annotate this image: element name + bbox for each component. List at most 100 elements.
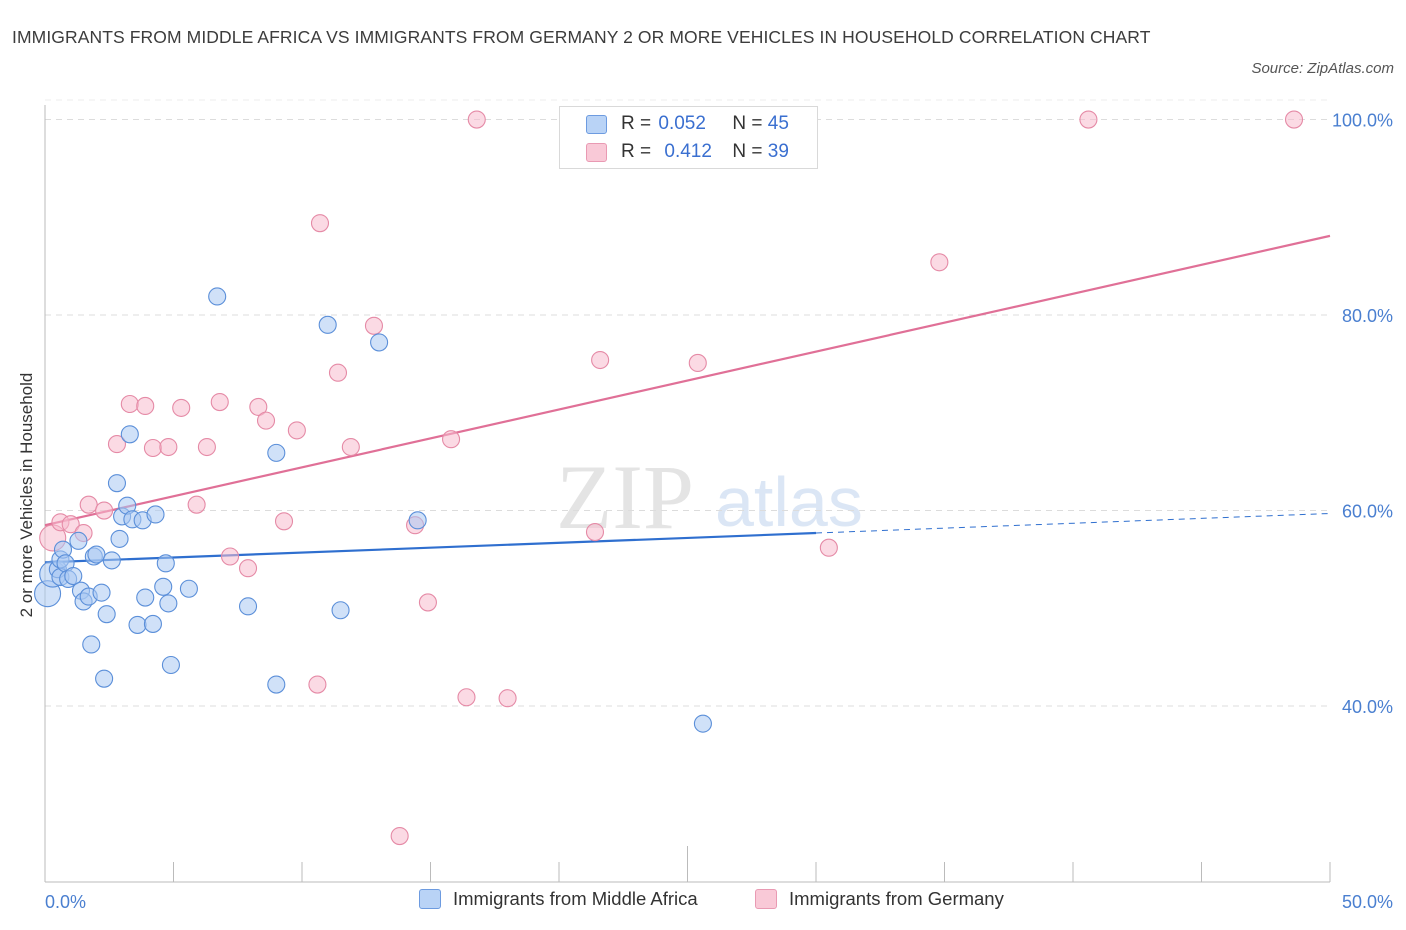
trend-line-middle-africa-extrapolated [815, 512, 1331, 534]
gridlines [45, 99, 1330, 707]
trend-lines [44, 234, 1331, 564]
germany-point-29 [442, 430, 461, 449]
germany-point-38 [1079, 110, 1098, 129]
legend-r-label: R = [621, 113, 652, 134]
middle-africa-point-9 [69, 531, 88, 550]
series-swatch-blue [419, 889, 441, 909]
middle-africa-point-43 [408, 511, 427, 530]
germany-point-9 [143, 438, 162, 458]
middle-africa-point-44 [693, 714, 712, 733]
germany-point-22 [310, 214, 330, 233]
germany-point-4 [79, 495, 98, 514]
germany-point-2 [61, 515, 80, 534]
legend-swatch-blue [586, 114, 607, 134]
germany-point-16 [238, 559, 258, 578]
germany-point-10 [159, 437, 178, 457]
correlation-legend: R = 0.052 N = 45 R = 0.412 N = 39 [559, 106, 818, 169]
series-swatch-pink [755, 889, 777, 909]
germany-point-37 [930, 253, 949, 272]
germany-point-34 [591, 350, 610, 370]
middle-africa-point-35 [179, 579, 198, 598]
middle-africa-point-40 [318, 315, 337, 334]
watermark-zip: ZIP [556, 446, 694, 548]
legend-r-value: 0.052 [658, 113, 706, 134]
germany-point-12 [187, 495, 206, 514]
legend-r-label: R = [621, 141, 652, 162]
germany-point-13 [197, 437, 216, 457]
series-legend-middle-africa[interactable]: Immigrants from Middle Africa [419, 888, 698, 910]
middle-africa-point-41 [331, 601, 350, 620]
legend-row-middle-africa: R = 0.052 N = 45 [586, 112, 789, 136]
data-points [34, 110, 1304, 846]
legend-n-value: 39 [767, 141, 789, 162]
germany-point-35 [688, 353, 707, 372]
middle-africa-point-33 [159, 594, 178, 613]
middle-africa-point-36 [208, 287, 227, 306]
series-legend-germany[interactable]: Immigrants from Germany [755, 888, 1004, 910]
middle-africa-point-8 [64, 566, 83, 586]
germany-point-17 [249, 397, 268, 416]
germany-point-6 [107, 435, 127, 454]
y-tick-label-80: 80.0% [1342, 306, 1393, 326]
middle-africa-point-24 [120, 425, 139, 444]
germany-point-26 [390, 827, 409, 846]
middle-africa-point-15 [87, 545, 106, 564]
legend-n-label: N = [732, 141, 763, 162]
germany-point-25 [364, 316, 384, 335]
x-tick-label-0: 0.0% [45, 892, 86, 912]
middle-africa-point-32 [156, 554, 175, 573]
source-label: Source: ZipAtlas.com [1251, 60, 1394, 77]
chart-title: IMMIGRANTS FROM MIDDLE AFRICA VS IMMIGRA… [12, 27, 1151, 47]
middle-africa-point-21 [110, 529, 129, 548]
series-legend: Immigrants from Middle Africa Immigrants… [0, 888, 1406, 916]
middle-africa-point-34 [161, 655, 180, 675]
germany-point-8 [136, 396, 155, 416]
middle-africa-point-16 [92, 583, 111, 602]
germany-point-39 [1284, 110, 1304, 129]
series-label: Immigrants from Middle Africa [453, 888, 698, 909]
middle-africa-point-30 [146, 505, 165, 524]
middle-africa-point-26 [128, 615, 147, 634]
germany-point-5 [95, 501, 114, 520]
germany-point-36 [819, 538, 838, 557]
trend-line-middle-africa [44, 531, 817, 564]
germany-point-32 [498, 689, 517, 708]
germany-point-11 [172, 398, 191, 417]
middle-africa-point-39 [267, 443, 286, 462]
germany-point-14 [210, 392, 229, 412]
watermark: ZIP atlas [556, 446, 863, 548]
legend-row-germany: R = 0.412 N = 39 [586, 140, 789, 164]
germany-point-21 [308, 675, 327, 694]
y-tick-label-100: 100.0% [1332, 111, 1393, 131]
middle-africa-point-19 [102, 551, 121, 570]
germany-point-31 [467, 110, 486, 129]
germany-point-24 [341, 437, 360, 457]
watermark-atlas: atlas [715, 463, 863, 541]
germany-point-23 [328, 363, 348, 382]
germany-point-33 [585, 523, 605, 542]
middle-africa-point-29 [143, 614, 162, 633]
x-tick-label-50: 50.0% [1342, 892, 1393, 912]
legend-swatch-pink [586, 142, 607, 162]
middle-africa-point-13 [82, 635, 101, 654]
germany-point-18 [256, 411, 276, 430]
germany-point-20 [287, 421, 306, 440]
trend-line-germany [44, 234, 1331, 527]
middle-africa-point-31 [154, 577, 173, 596]
germany-point-30 [457, 688, 476, 707]
middle-africa-point-28 [136, 588, 155, 607]
legend-n-value: 45 [767, 113, 789, 134]
tick-labels: 0.0% 50.0% 40.0% 60.0% 80.0% 100.0% [45, 111, 1393, 912]
middle-africa-point-37 [238, 597, 258, 616]
y-tick-label-60: 60.0% [1342, 502, 1393, 522]
middle-africa-point-20 [107, 474, 127, 493]
middle-africa-point-17 [95, 669, 114, 688]
y-tick-label-40: 40.0% [1342, 697, 1393, 717]
legend-r-value: 0.412 [664, 141, 712, 162]
germany-point-7 [120, 394, 139, 414]
middle-africa-point-18 [97, 605, 116, 624]
germany-point-28 [418, 593, 437, 612]
middle-africa-point-42 [370, 333, 389, 352]
legend-n-label: N = [732, 113, 763, 134]
